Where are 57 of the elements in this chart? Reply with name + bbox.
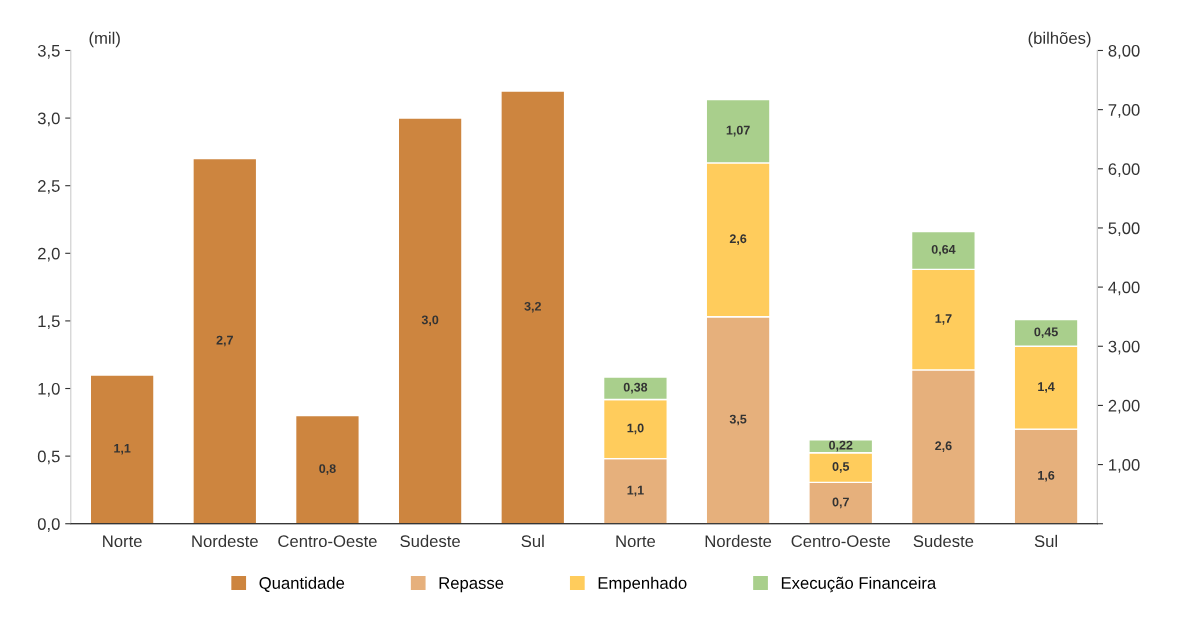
data-label: 0,64 — [931, 244, 956, 256]
data-label: 0,45 — [1034, 327, 1058, 339]
x-tick-label: Sul — [521, 534, 544, 548]
y-axis-title: (mil) — [89, 31, 120, 48]
data-label: 1,0 — [627, 423, 644, 435]
bar — [397, 117, 463, 524]
x-tick-label: Sudeste — [400, 534, 460, 548]
data-label: 1,7 — [935, 314, 952, 325]
y2-tick-label: 3,00 — [1108, 340, 1140, 355]
y2-axis-title: (bilhões) — [1028, 31, 1091, 48]
x-tick-label: Norte — [616, 535, 656, 548]
y2-tick-label: 2,00 — [1108, 399, 1140, 414]
y-tick-label: 3,0 — [37, 112, 60, 127]
y2-tick-label: 7,00 — [1108, 104, 1140, 118]
bar — [89, 374, 155, 524]
bar — [192, 157, 258, 524]
x-tick-label: Sudeste — [913, 534, 974, 548]
x-tick-label: Centro-Oeste — [791, 535, 891, 548]
bar — [500, 90, 566, 524]
data-label: 1,07 — [726, 125, 750, 137]
data-label: 1,6 — [1038, 470, 1055, 482]
data-label: 0,5 — [832, 462, 850, 473]
data-label: 0,22 — [829, 440, 853, 452]
x-tick-label: Norte — [103, 535, 142, 548]
y-tick-label: 2,5 — [38, 180, 60, 194]
data-label: 0,38 — [623, 382, 648, 394]
y2-tick-label: 1,00 — [1109, 458, 1140, 473]
data-label: 0,8 — [319, 464, 336, 475]
data-label: 0,7 — [832, 497, 849, 509]
legend-label: Repasse — [439, 577, 504, 593]
data-label: 3,2 — [524, 301, 541, 313]
x-tick-label: Sul — [1034, 534, 1057, 548]
y-tick-label: 2,0 — [38, 247, 60, 262]
data-label: 3,5 — [729, 414, 747, 426]
data-label: 1,4 — [1038, 382, 1055, 393]
y-tick-label: 3,5 — [37, 44, 60, 59]
data-label: 2,6 — [935, 441, 952, 452]
y2-tick-label: 6,00 — [1108, 163, 1140, 177]
y2-tick-label: 5,00 — [1108, 222, 1140, 237]
legend-label: Execução Financeira — [781, 576, 937, 593]
bar — [294, 414, 360, 524]
legend-label: Empenhado — [598, 576, 687, 593]
y-tick-label: 1,5 — [38, 315, 60, 330]
legend-label: Quantidade — [259, 576, 345, 592]
x-tick-label: Nordeste — [705, 534, 772, 548]
data-label: 2,6 — [729, 234, 747, 245]
x-tick-label: Centro-Oeste — [278, 535, 377, 548]
y2-tick-label: 4,00 — [1108, 281, 1140, 296]
data-label: 1,1 — [627, 485, 644, 497]
data-label: 2,7 — [216, 335, 233, 347]
data-label: 1,1 — [114, 443, 131, 455]
y-tick-label: 0,5 — [37, 450, 60, 465]
y-tick-label: 0,0 — [37, 518, 60, 532]
y2-tick-label: 8,00 — [1108, 44, 1140, 59]
x-tick-label: Nordeste — [192, 534, 258, 548]
y-tick-label: 1,0 — [38, 382, 60, 397]
data-label: 3,0 — [421, 315, 439, 327]
